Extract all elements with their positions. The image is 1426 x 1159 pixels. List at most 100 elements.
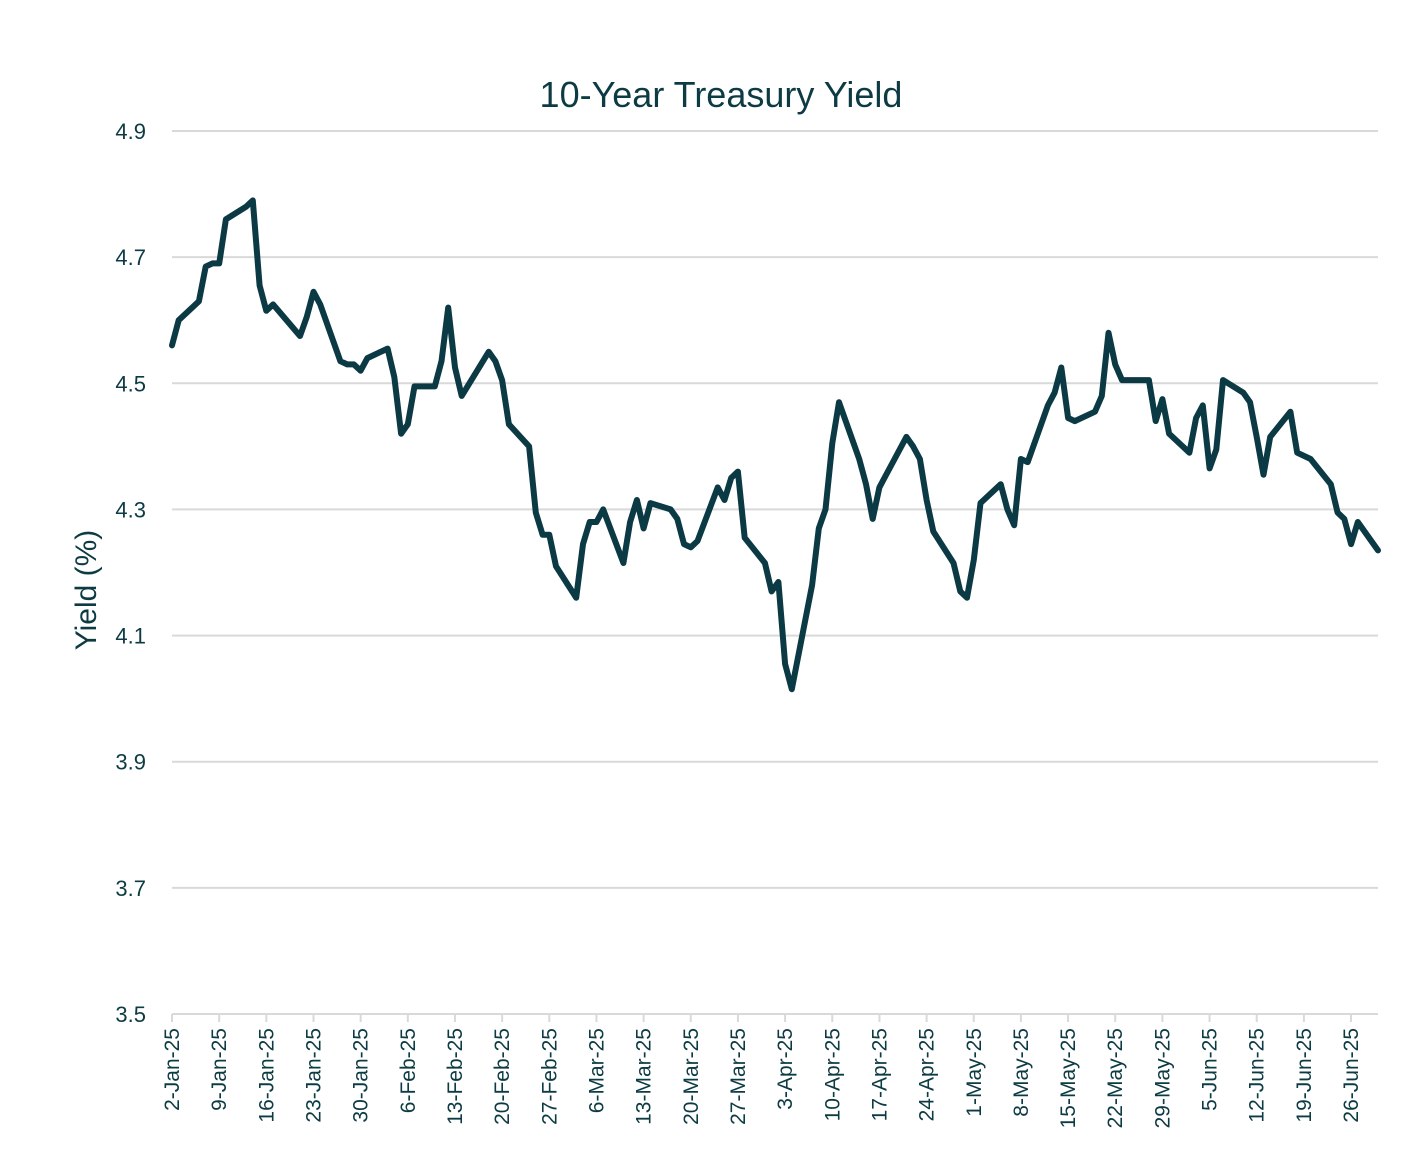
data-point <box>601 507 606 512</box>
data-point <box>1220 377 1226 383</box>
data-point <box>809 582 815 588</box>
data-point <box>493 359 498 364</box>
x-tick-label: 27-Mar-25 <box>727 1028 750 1125</box>
data-point <box>1308 456 1313 462</box>
data-point <box>729 475 734 481</box>
data-point <box>217 261 222 266</box>
series-layer <box>169 197 1381 693</box>
data-point <box>782 661 788 667</box>
x-tick-label: 24-Apr-25 <box>916 1028 939 1121</box>
data-point <box>1045 403 1051 408</box>
data-point <box>176 318 181 323</box>
x-tick-label: 5-Jun-25 <box>1199 1028 1222 1111</box>
data-point <box>634 497 640 503</box>
x-tick-label: 23-Jan-25 <box>302 1028 325 1123</box>
x-axis: 2-Jan-25 9-Jan-25 16-Jan-25 23-Jan-25 30-Jan… <box>161 1013 1378 1128</box>
data-point <box>1005 507 1010 512</box>
data-point <box>547 532 552 537</box>
data-point <box>297 333 303 339</box>
x-tick-label: 2-Jan-25 <box>161 1028 184 1111</box>
data-point <box>574 595 579 600</box>
data-point <box>432 384 437 389</box>
x-tick-label: 10-Apr-25 <box>821 1028 844 1121</box>
data-point <box>499 377 505 383</box>
data-point <box>762 560 768 566</box>
x-tick-label: 13-Feb-25 <box>444 1028 467 1125</box>
x-tick-label: 1-May-25 <box>963 1028 986 1117</box>
data-point <box>1099 393 1105 399</box>
data-point <box>452 365 458 370</box>
data-point <box>358 368 363 373</box>
data-point <box>668 507 673 512</box>
data-point <box>1342 516 1347 522</box>
x-tick-label: 29-May-25 <box>1151 1028 1174 1128</box>
data-point <box>196 299 202 304</box>
data-point <box>203 264 208 269</box>
data-point <box>675 516 680 522</box>
data-point <box>446 305 451 310</box>
data-point <box>1241 390 1246 395</box>
data-point <box>857 456 862 462</box>
data-point <box>351 362 357 367</box>
data-point <box>722 497 727 503</box>
y-axis-tick-labels: 3.5 3.7 3.9 4.1 4.3 4.5 4.7 4.9 <box>115 119 146 1027</box>
data-point <box>627 519 633 525</box>
x-tick-label: 3-Apr-25 <box>774 1028 797 1110</box>
data-point <box>958 589 963 594</box>
data-point <box>365 355 370 361</box>
y-tick-label: 4.3 <box>115 497 146 522</box>
x-tick-label: 20-Feb-25 <box>491 1028 514 1125</box>
data-point <box>917 456 923 462</box>
data-point <box>1166 431 1172 436</box>
data-point <box>1106 330 1111 335</box>
data-point <box>1092 409 1098 414</box>
data-point <box>816 526 821 531</box>
data-point <box>243 204 249 209</box>
data-point <box>688 545 693 550</box>
data-point <box>789 687 794 692</box>
data-point <box>1268 434 1273 440</box>
data-point <box>1261 472 1266 477</box>
data-point <box>264 308 269 313</box>
data-point <box>830 441 835 446</box>
data-point <box>641 526 646 531</box>
x-tick-label: 26-Jun-25 <box>1340 1028 1363 1123</box>
data-point <box>580 541 586 547</box>
x-tick-label: 30-Jan-25 <box>350 1028 373 1123</box>
x-tick-label: 13-Mar-25 <box>633 1028 656 1125</box>
data-point <box>1025 459 1030 465</box>
data-point <box>169 343 175 348</box>
data-point <box>459 393 464 399</box>
data-point <box>1247 400 1253 405</box>
x-tick-label: 27-Feb-25 <box>538 1028 561 1125</box>
y-tick-label: 3.7 <box>115 876 146 901</box>
data-point <box>951 560 956 566</box>
data-point <box>1012 523 1017 528</box>
data-point <box>1214 447 1219 452</box>
data-point <box>924 497 929 503</box>
x-tick-label: 15-May-25 <box>1057 1028 1080 1128</box>
data-point <box>311 289 316 294</box>
data-point <box>1335 510 1340 515</box>
data-point <box>621 560 626 566</box>
data-point <box>769 589 774 594</box>
y-tick-label: 4.1 <box>115 624 146 649</box>
data-point <box>439 359 444 364</box>
x-tick-label: 12-Jun-25 <box>1246 1028 1269 1123</box>
data-point <box>385 346 390 351</box>
x-tick-label: 6-Feb-25 <box>397 1028 420 1113</box>
y-tick-label: 4.9 <box>115 119 146 144</box>
data-point <box>931 529 936 534</box>
data-point <box>257 283 262 288</box>
data-point <box>1355 519 1361 525</box>
data-point <box>1119 377 1125 383</box>
data-point <box>971 557 976 563</box>
data-point <box>1160 396 1165 402</box>
data-point <box>1146 377 1152 383</box>
data-point <box>553 564 559 569</box>
data-point <box>1052 390 1057 395</box>
data-point <box>338 359 343 364</box>
data-point <box>1328 482 1334 487</box>
data-point <box>1295 450 1300 455</box>
